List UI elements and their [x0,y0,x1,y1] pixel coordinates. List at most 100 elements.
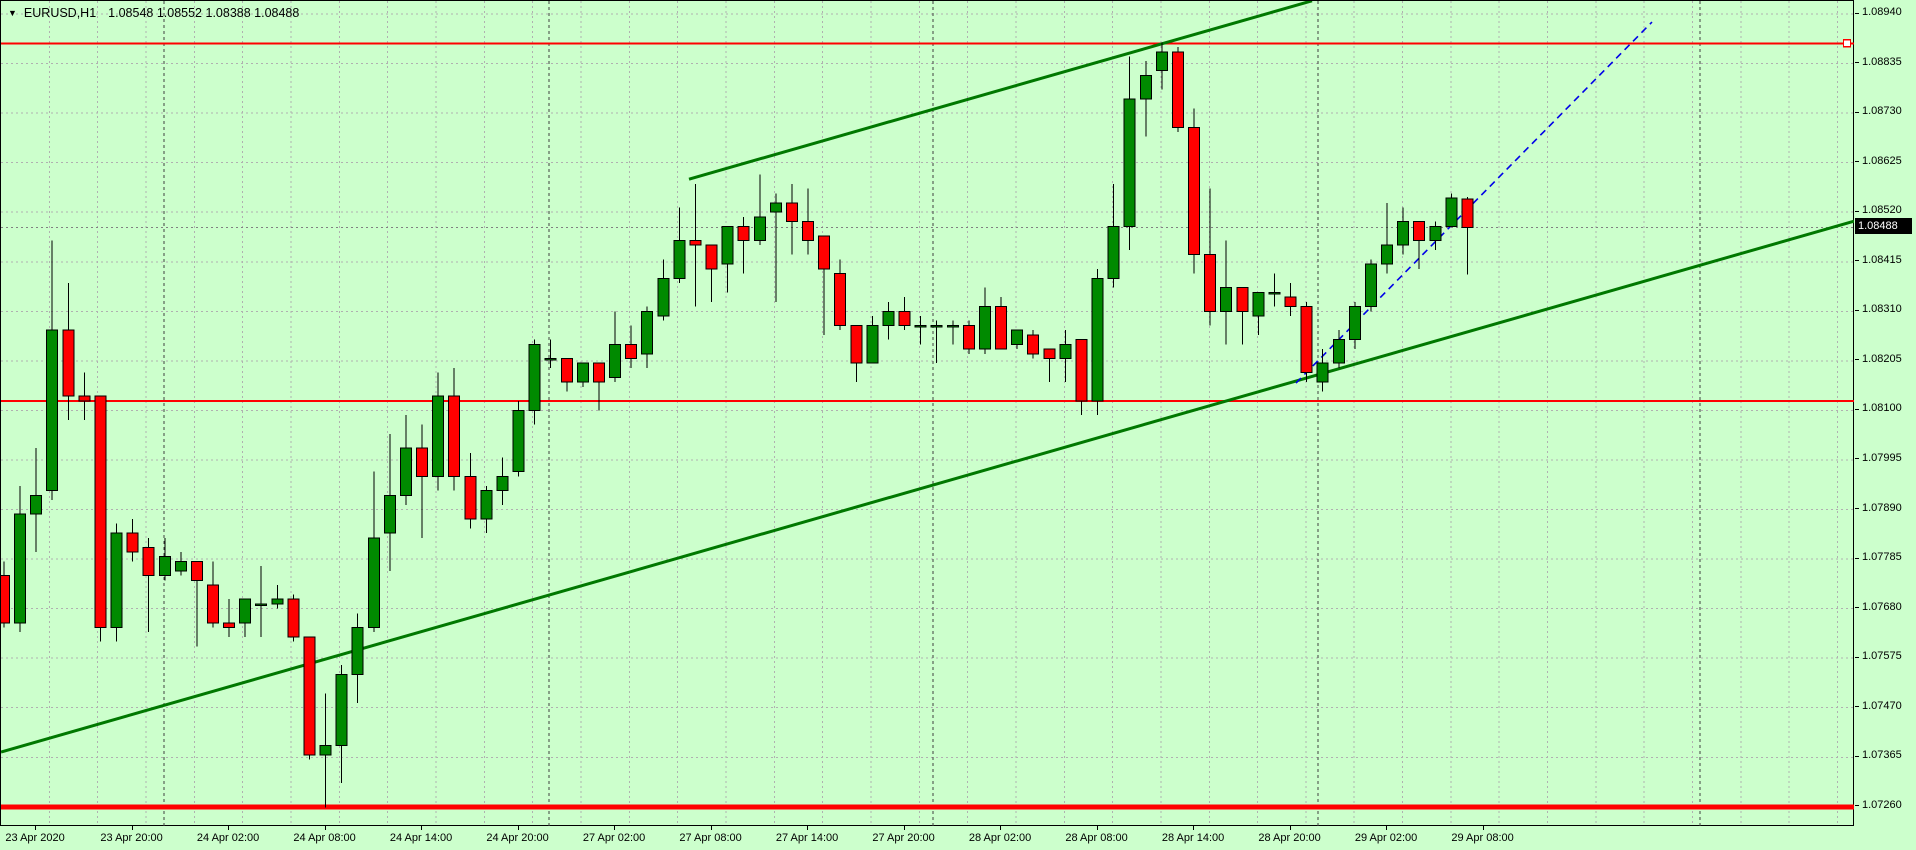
candle-body [239,598,252,624]
candle-body [287,598,300,638]
price-axis-label: 1.07365 [1862,749,1902,762]
candle-body [576,362,589,383]
time-axis-label: 29 Apr 08:00 [1451,832,1514,844]
time-axis-label: 24 Apr 20:00 [486,832,549,844]
price-axis-label: 1.08100 [1862,402,1902,415]
time-axis-tick [324,826,326,830]
price-axis-tick [1855,161,1859,163]
candle-body [30,494,43,515]
candle-body [544,357,557,361]
candle-body [190,560,203,581]
price-axis-label: 1.07785 [1862,551,1902,564]
price-axis-label: 1.07260 [1862,798,1902,811]
candle-body [1220,287,1233,312]
candle-body [721,225,734,265]
candle-body [1316,362,1329,383]
candle-body [866,324,879,364]
candle-body [1429,225,1442,242]
price-axis-tick [1855,607,1859,609]
chart-plot-area[interactable]: ▼ EURUSD,H1 1.08548 1.08552 1.08388 1.0848… [0,0,1854,826]
candle-body [995,306,1008,350]
candle-body [448,395,461,477]
time-axis-label: 28 Apr 14:00 [1161,832,1225,844]
candle-body [496,475,509,492]
time-axis-label: 27 Apr 20:00 [872,832,935,844]
candle-body [335,674,348,746]
candle-body [1171,51,1184,128]
candle-body [1043,348,1056,359]
candle-body [769,202,782,213]
time-axis-tick [131,826,133,830]
candle-body [1204,254,1217,312]
candle-body [303,636,316,756]
time-axis-label: 29 Apr 02:00 [1354,832,1418,844]
candle-body [834,273,847,326]
hline-endpoint-handle[interactable] [1842,39,1852,48]
candle-body [946,324,959,328]
time-axis-label: 27 Apr 14:00 [775,832,839,844]
candle-body [1027,334,1040,355]
candle-body [1268,291,1281,295]
candle-body [802,221,815,242]
candle-body [206,584,219,624]
candle-body [1155,51,1168,72]
symbol-dropdown-icon[interactable]: ▼ [8,8,17,18]
time-axis-label: 28 Apr 20:00 [1258,832,1321,844]
price-axis-tick [1855,458,1859,460]
candle-body [689,240,702,246]
candle-body [78,395,91,402]
time-axis-tick [1386,826,1388,830]
candle-body [1091,277,1104,402]
candle-body [898,310,911,326]
price-axis-label: 1.07890 [1862,501,1902,514]
price-axis-tick [1855,557,1859,559]
candle-body [1332,339,1345,364]
price-axis-tick [1855,755,1859,757]
candle-body [1236,287,1249,312]
price-axis-tick [1855,111,1859,113]
price-axis[interactable]: 1.08488 1.08940 1.08835 1.08730 1.08625 1.08… [1855,0,1916,826]
candle-body [609,343,622,378]
time-axis-tick [807,826,809,830]
price-axis-tick [1855,508,1859,509]
candle-body [46,329,59,492]
symbol-period-label: EURUSD,H1 [23,6,97,20]
trendline-channel-upper[interactable] [688,1,1313,181]
candle-body [1300,306,1313,374]
candle-body [785,202,798,223]
price-axis-label: 1.07995 [1862,451,1902,464]
price-axis-label: 1.08205 [1862,352,1902,365]
trendline-channel-lower[interactable] [1,219,1854,754]
time-axis-tick [1482,826,1484,830]
candle-body [673,240,686,279]
candle-body [705,244,718,270]
candle-body [271,598,284,605]
time-axis[interactable]: 23 Apr 2020 23 Apr 20:00 24 Apr 02:00 24 Ap… [0,826,1916,850]
candle-body [110,532,123,628]
candlestick-chart[interactable] [1,1,1854,826]
candle-body [319,744,332,756]
candle-body [657,277,670,317]
candle-body [94,395,107,628]
price-axis-label: 1.08835 [1862,55,1902,68]
time-axis-tick [421,826,423,830]
price-axis-tick [1855,62,1859,64]
time-axis-label: 23 Apr 2020 [5,832,65,844]
price-axis-tick [1855,12,1859,14]
candle-body [174,560,187,572]
candle-body [1397,221,1410,246]
candle-body [641,310,654,355]
price-axis-tick [1855,309,1859,311]
time-axis-tick [1289,826,1291,830]
price-axis-tick [1855,359,1859,361]
price-axis-label: 1.08940 [1862,6,1902,18]
price-axis-label: 1.08730 [1862,105,1902,118]
candle-body [930,324,943,328]
candle-body [1364,263,1377,308]
candle-body [1075,339,1088,402]
price-axis-tick [1855,260,1859,262]
current-price-tag: 1.08488 [1855,218,1912,234]
candle-body [14,513,27,624]
price-axis-label: 1.08415 [1862,253,1902,266]
candle-body [1123,98,1136,227]
